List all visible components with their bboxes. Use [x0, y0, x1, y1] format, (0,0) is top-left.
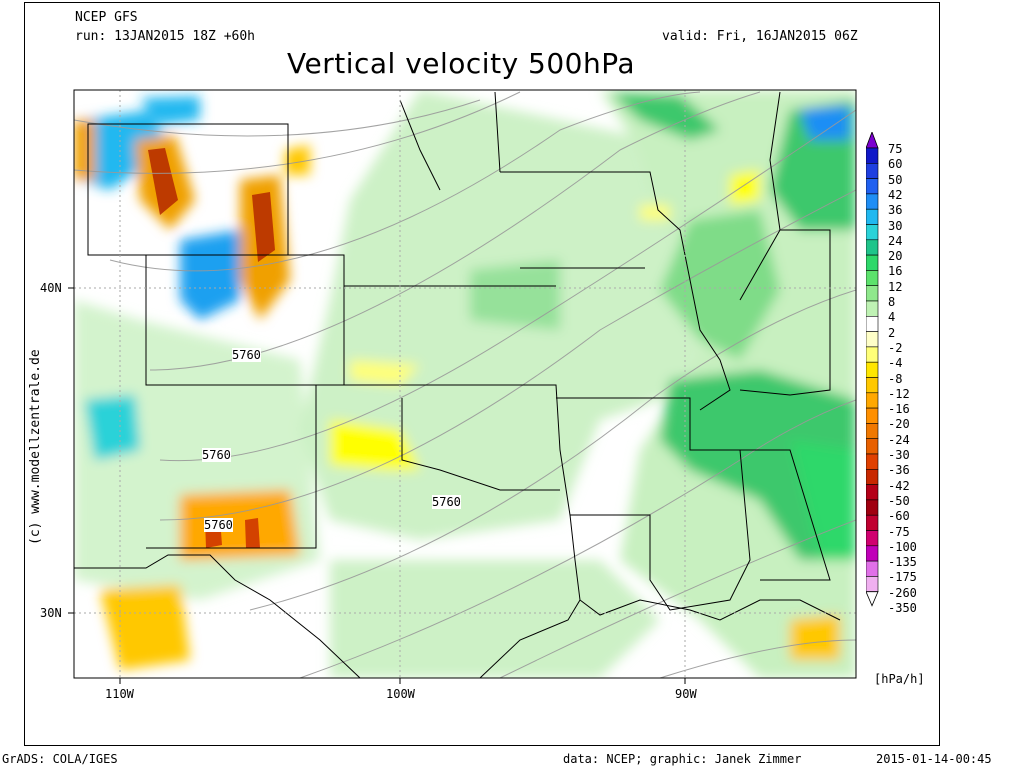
valid-label: valid: Fri, 16JAN2015 06Z — [662, 29, 858, 44]
lon-label-90w: 90W — [675, 687, 697, 701]
colorbar-level-label: -4 — [888, 356, 903, 371]
colorbar-level-label: -75 — [888, 524, 910, 539]
colorbar-level-label: 50 — [888, 172, 903, 187]
colorbar-swatch — [866, 300, 879, 317]
contour-label: 5760 — [432, 495, 461, 509]
colorbar-swatch — [866, 239, 879, 256]
contour-label: 5760 — [204, 518, 233, 532]
colorbar-level-label: 4 — [888, 310, 896, 325]
colorbar-level-label: 75 — [888, 142, 903, 156]
colorbar-swatch — [866, 377, 879, 394]
colorbar-swatch — [866, 530, 879, 547]
colorbar-level-label: -60 — [888, 509, 910, 524]
colorbar-swatch — [866, 361, 879, 378]
colorbar — [866, 132, 879, 607]
colorbar-level-label: -350 — [888, 601, 917, 615]
colorbar-level-label: 24 — [888, 233, 903, 248]
colorbar-swatch — [866, 560, 879, 577]
colorbar-swatch — [866, 147, 879, 164]
colorbar-swatch — [866, 316, 879, 332]
colorbar-swatch — [866, 545, 879, 562]
colorbar-swatch — [866, 514, 879, 531]
colorbar-level-label: -20 — [888, 417, 910, 432]
colorbar-level-label: -36 — [888, 463, 910, 478]
colorbar-level-label: -12 — [888, 386, 910, 401]
colorbar-level-label: 20 — [888, 249, 903, 264]
plot-frame — [24, 2, 940, 746]
colorbar-swatch — [866, 346, 879, 363]
colorbar-level-label: -42 — [888, 478, 910, 493]
colorbar-level-label: 36 — [888, 203, 903, 218]
colorbar-unit: [hPa/h] — [874, 672, 925, 686]
contour-label: 5760 — [202, 448, 231, 462]
colorbar-swatch — [866, 407, 879, 424]
footer-software: GrADS: COLA/IGES — [2, 752, 118, 766]
colorbar-level-label: 60 — [888, 157, 903, 172]
map-border — [73, 89, 857, 679]
run-label: run: 13JAN2015 18Z +60h — [75, 29, 256, 44]
colorbar-level-label: -2 — [888, 340, 903, 355]
velocity-field — [74, 90, 856, 678]
colorbar-swatch — [866, 193, 879, 210]
contour-label: 5760 — [232, 348, 261, 362]
colorbar-swatch — [866, 499, 879, 516]
colorbar-level-label: -8 — [888, 371, 903, 386]
map-title: Vertical velocity 500hPa — [287, 47, 636, 80]
footer-source: data: NCEP; graphic: Janek Zimmer — [563, 752, 802, 766]
colorbar-level-label: 30 — [888, 218, 903, 233]
colorbar-swatch — [866, 438, 879, 455]
colorbar-swatch — [866, 162, 879, 179]
lon-label-110w: 110W — [105, 687, 134, 701]
colorbar-swatch — [866, 270, 879, 286]
colorbar-level-label: -135 — [888, 555, 917, 570]
colorbar-level-label: 42 — [888, 187, 903, 202]
colorbar-level-label: 12 — [888, 279, 903, 294]
colorbar-level-label: -260 — [888, 585, 917, 600]
colorbar-bottom-arrow — [866, 591, 879, 607]
model-label: NCEP GFS — [75, 10, 138, 25]
colorbar-swatch — [866, 285, 879, 302]
colorbar-swatch — [866, 331, 879, 348]
colorbar-swatch — [866, 453, 879, 470]
credit-text: (c) www.modellzentrale.de — [28, 349, 43, 545]
colorbar-level-label: 2 — [888, 325, 896, 340]
colorbar-swatch — [866, 576, 879, 592]
colorbar-level-label: -24 — [888, 432, 910, 447]
colorbar-top-arrow — [866, 132, 879, 149]
colorbar-swatch — [866, 224, 879, 241]
colorbar-level-label: -16 — [888, 402, 910, 417]
colorbar-swatch — [866, 208, 879, 225]
colorbar-level-label: -100 — [888, 539, 917, 554]
lon-label-100w: 100W — [386, 687, 415, 701]
colorbar-swatch — [866, 254, 879, 271]
colorbar-level-label: -50 — [888, 493, 910, 508]
colorbar-swatch — [866, 392, 879, 409]
lat-label-30n: 30N — [40, 606, 62, 620]
footer-timestamp: 2015-01-14-00:45 — [876, 752, 992, 766]
colorbar-level-label: 8 — [888, 295, 896, 309]
colorbar-level-label: -30 — [888, 448, 910, 462]
colorbar-swatch — [866, 423, 879, 439]
colorbar-swatch — [866, 468, 879, 485]
colorbar-level-label: -175 — [888, 570, 917, 585]
lat-label-40n: 40N — [40, 281, 62, 295]
colorbar-swatch — [866, 484, 879, 501]
colorbar-swatch — [866, 178, 879, 195]
colorbar-level-label: 16 — [888, 264, 903, 279]
